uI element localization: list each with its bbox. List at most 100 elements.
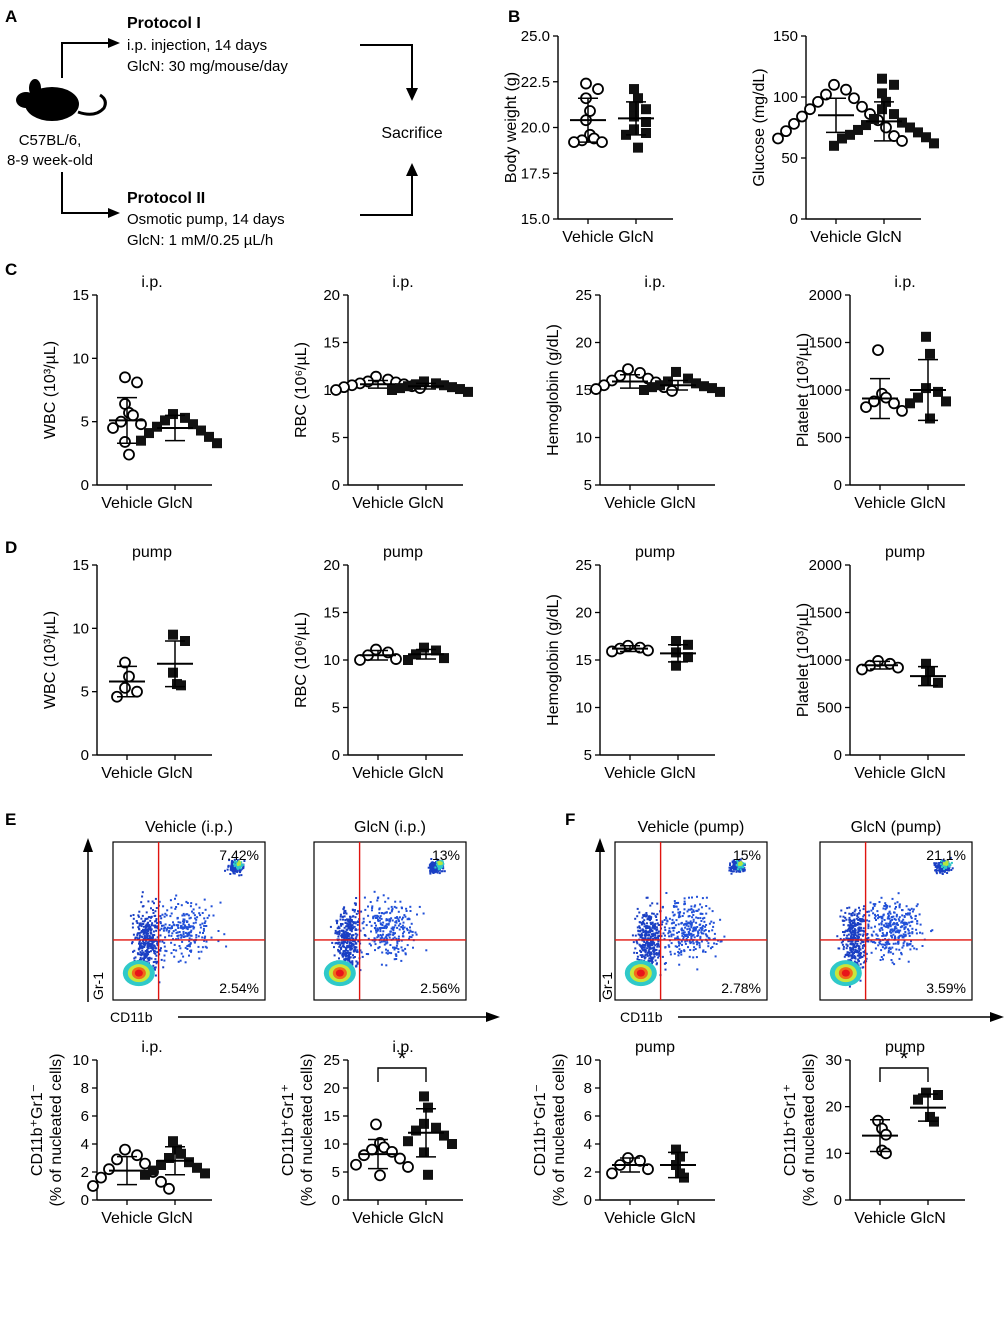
flow-event xyxy=(354,948,357,951)
flow-event xyxy=(653,950,656,953)
flow-event xyxy=(937,866,940,869)
flow-event xyxy=(142,951,145,954)
flow-event xyxy=(914,918,917,920)
flow-event xyxy=(653,953,656,956)
data-point-glcn xyxy=(921,675,931,686)
flow-event xyxy=(377,935,380,938)
flow-event xyxy=(239,861,242,864)
y-axis-label: Hemoglobin (g/dL) xyxy=(545,594,562,726)
data-point-vehicle xyxy=(848,92,860,105)
flow-event xyxy=(143,946,146,948)
flow-event xyxy=(943,862,946,865)
flow-event xyxy=(882,913,885,916)
y-tick-label: 10 xyxy=(825,1145,842,1162)
flow-event xyxy=(891,936,894,939)
flow-event xyxy=(640,956,643,958)
flow-event xyxy=(897,892,900,895)
flow-event xyxy=(329,925,332,928)
flow-event xyxy=(203,898,206,901)
flow-event xyxy=(398,928,401,931)
flow-event xyxy=(850,920,853,923)
sacrifice-label: Sacrifice xyxy=(381,125,442,142)
flow-event xyxy=(681,915,684,917)
flow-event xyxy=(651,944,654,947)
flow-event xyxy=(386,952,389,955)
flow-event xyxy=(698,944,701,947)
significance-marker: * xyxy=(398,1046,407,1071)
flow-event xyxy=(377,947,380,950)
flow-event xyxy=(390,905,393,908)
flow-event xyxy=(644,956,647,959)
flow-event xyxy=(136,932,139,935)
flow-event xyxy=(891,923,894,926)
flow-event xyxy=(199,923,202,926)
flow-event xyxy=(147,941,150,944)
flow-event xyxy=(652,934,655,937)
flow-event xyxy=(183,918,186,921)
flow-event xyxy=(666,920,669,923)
flow-event xyxy=(698,946,701,949)
flow-event xyxy=(852,943,855,946)
flow-event xyxy=(694,926,697,929)
flow-event xyxy=(916,922,919,925)
data-point-vehicle xyxy=(642,644,654,657)
flow-event xyxy=(155,929,158,932)
flow-event xyxy=(655,916,658,918)
flow-event xyxy=(739,863,742,866)
flow-event xyxy=(891,930,894,933)
flow-event xyxy=(699,917,702,920)
data-point-vehicle xyxy=(103,1163,115,1176)
flow-event xyxy=(939,871,942,874)
flow-event xyxy=(902,942,905,945)
flow-event xyxy=(242,866,245,869)
flow-event xyxy=(350,936,353,939)
flow-event xyxy=(673,900,676,903)
flow-event xyxy=(171,925,174,928)
flow-event xyxy=(397,918,400,921)
flow-event xyxy=(152,964,155,967)
flow-event xyxy=(675,902,678,904)
flow-event xyxy=(647,960,650,963)
flow-event xyxy=(152,930,155,933)
flow-event xyxy=(188,940,191,943)
chart-title: i.p. xyxy=(392,274,413,291)
flow-event xyxy=(900,921,903,924)
flow-event xyxy=(848,918,851,921)
flow-event xyxy=(406,944,409,947)
mouse-age-label: 8-9 week-old xyxy=(7,152,93,169)
flow-event xyxy=(903,915,906,917)
flow-event xyxy=(145,942,148,945)
x-tick-label: Vehicle xyxy=(604,765,656,782)
flow-event xyxy=(908,932,911,935)
flow-event xyxy=(636,942,639,945)
y-tick-label: 500 xyxy=(817,430,842,447)
flow-event xyxy=(642,931,645,934)
flow-event xyxy=(401,926,404,929)
flow-event xyxy=(857,922,860,924)
flow-event xyxy=(148,943,151,946)
flow-event xyxy=(401,949,404,952)
y-axis-label-line: RBC (10⁶/µL) xyxy=(293,342,310,438)
flow-event xyxy=(381,927,384,929)
flow-event xyxy=(353,902,356,905)
data-point-glcn xyxy=(921,383,931,394)
flow-event xyxy=(350,961,353,964)
flow-event xyxy=(720,940,723,943)
flow-event xyxy=(884,944,887,947)
flow-event xyxy=(654,952,657,955)
flow-event xyxy=(692,909,695,912)
flow-event xyxy=(354,922,357,925)
flow-event xyxy=(673,926,676,929)
flow-event xyxy=(381,936,383,939)
flow-event xyxy=(677,940,680,943)
flow-event xyxy=(355,946,358,949)
flow-event xyxy=(677,931,680,933)
flow-event xyxy=(908,913,911,916)
y-tick-label: 10 xyxy=(72,1052,89,1069)
flow-event xyxy=(714,955,717,958)
flow-event xyxy=(143,934,146,937)
flow-event xyxy=(194,917,197,920)
flow-event xyxy=(898,948,901,951)
flow-event xyxy=(139,931,142,934)
flow-event xyxy=(687,921,690,924)
